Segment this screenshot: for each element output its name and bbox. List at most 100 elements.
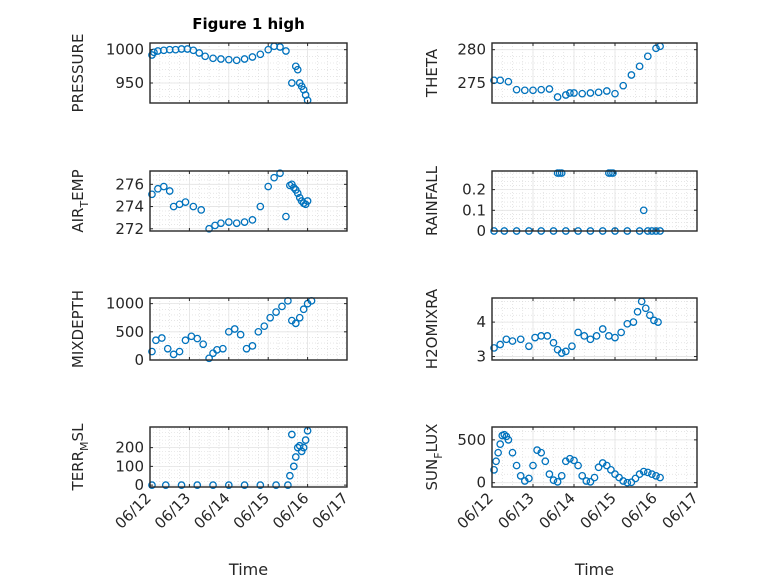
data-point: [159, 182, 168, 191]
y-tick-label: 1000: [106, 41, 144, 59]
data-point: [635, 62, 644, 71]
data-point: [590, 473, 599, 482]
data-point: [553, 478, 562, 486]
data-point: [633, 307, 642, 316]
data-point: [264, 182, 273, 191]
data-point: [623, 478, 632, 487]
subplot-air-temp: 272 274 276 AIRTEMP: [69, 169, 348, 238]
y-axis-label: MIXDEPTH: [69, 290, 87, 368]
data-point: [545, 85, 554, 93]
data-point: [286, 471, 294, 480]
data-point: [490, 344, 498, 352]
data-point: [150, 48, 158, 57]
data-point: [549, 476, 558, 484]
data-point: [609, 169, 617, 177]
data-point: [224, 481, 233, 489]
data-point: [197, 206, 206, 214]
data-point: [639, 206, 648, 215]
data-point: [656, 473, 664, 482]
data-point: [525, 342, 533, 351]
data-point: [617, 328, 626, 337]
subplot-theta: 275 280 THETA: [423, 41, 698, 104]
data-point: [602, 87, 611, 95]
data-point: [578, 89, 587, 98]
axes-frame: [149, 297, 348, 361]
data-point: [557, 472, 566, 480]
y-tick-label: 276: [115, 175, 144, 193]
data-point: [582, 477, 591, 485]
data-point: [148, 347, 156, 356]
x-axis-label: Time: [574, 560, 614, 579]
x-tick-label: 06/17: [309, 489, 352, 532]
data-point: [256, 202, 265, 211]
x-tick-label: 06/12: [454, 489, 497, 532]
data-point: [504, 436, 513, 444]
x-tick-label: 06/15: [577, 489, 620, 532]
data-point: [553, 93, 562, 101]
data-point: [289, 462, 298, 471]
data-point: [512, 461, 521, 470]
data-point: [492, 457, 500, 466]
axes-frame: [491, 426, 698, 488]
data-point: [525, 474, 533, 483]
data-point: [248, 216, 257, 224]
data-point: [264, 45, 273, 54]
data-point: [291, 453, 300, 461]
y-tick-label: 500: [115, 323, 144, 341]
data-point: [537, 448, 546, 457]
x-tick-label: 06/16: [618, 489, 661, 532]
data-point: [289, 183, 298, 192]
data-point: [169, 350, 178, 359]
y-tick-label: 0: [134, 351, 144, 369]
data-point: [643, 52, 652, 61]
data-point: [541, 457, 550, 466]
data-point: [586, 89, 595, 97]
data-point: [287, 79, 296, 87]
data-point: [592, 332, 601, 340]
data-point: [602, 461, 611, 470]
data-point: [148, 481, 156, 489]
data-point: [260, 322, 269, 331]
data-point: [529, 461, 537, 470]
data-point: [645, 311, 654, 320]
data-point: [272, 308, 280, 316]
data-point: [193, 334, 202, 343]
y-tick-label: 0: [476, 474, 486, 492]
data-point: [570, 456, 578, 465]
y-axis-label: RAINFALL: [423, 165, 441, 236]
y-tick-label: 950: [115, 74, 144, 92]
axes-frame: [149, 426, 348, 488]
data-point: [209, 54, 217, 63]
y-axis-label: SUNFLUX: [423, 424, 445, 491]
data-point: [652, 472, 660, 480]
data-point: [594, 88, 603, 97]
data-point: [175, 347, 184, 356]
data-point: [557, 169, 566, 177]
x-tick-label: 06/14: [190, 489, 233, 532]
data-point: [586, 335, 595, 344]
data-point: [561, 347, 570, 356]
subplot-mixdepth: 0 500 1000 MIXDEPTH: [69, 290, 348, 369]
data-point: [157, 334, 166, 342]
y-tick-label: 200: [115, 439, 144, 457]
data-point: [297, 447, 306, 456]
data-point: [282, 47, 290, 55]
y-axis-label: AIRTEMP: [69, 169, 91, 232]
data-point: [205, 354, 213, 363]
data-point: [199, 340, 208, 349]
x-tick-label: 06/13: [151, 489, 194, 532]
data-point: [276, 43, 284, 51]
data-point: [282, 212, 290, 221]
x-tick-label: 06/13: [495, 489, 538, 532]
y-axis-label: TERRMSL: [69, 423, 91, 492]
data-point: [161, 481, 170, 489]
data-point: [574, 461, 582, 470]
data-point: [177, 481, 186, 489]
y-tick-label: 280: [457, 41, 486, 59]
data-point: [236, 330, 245, 339]
data-point: [529, 86, 537, 95]
data-point: [284, 481, 292, 489]
data-point: [578, 472, 587, 480]
data-point: [500, 430, 509, 439]
